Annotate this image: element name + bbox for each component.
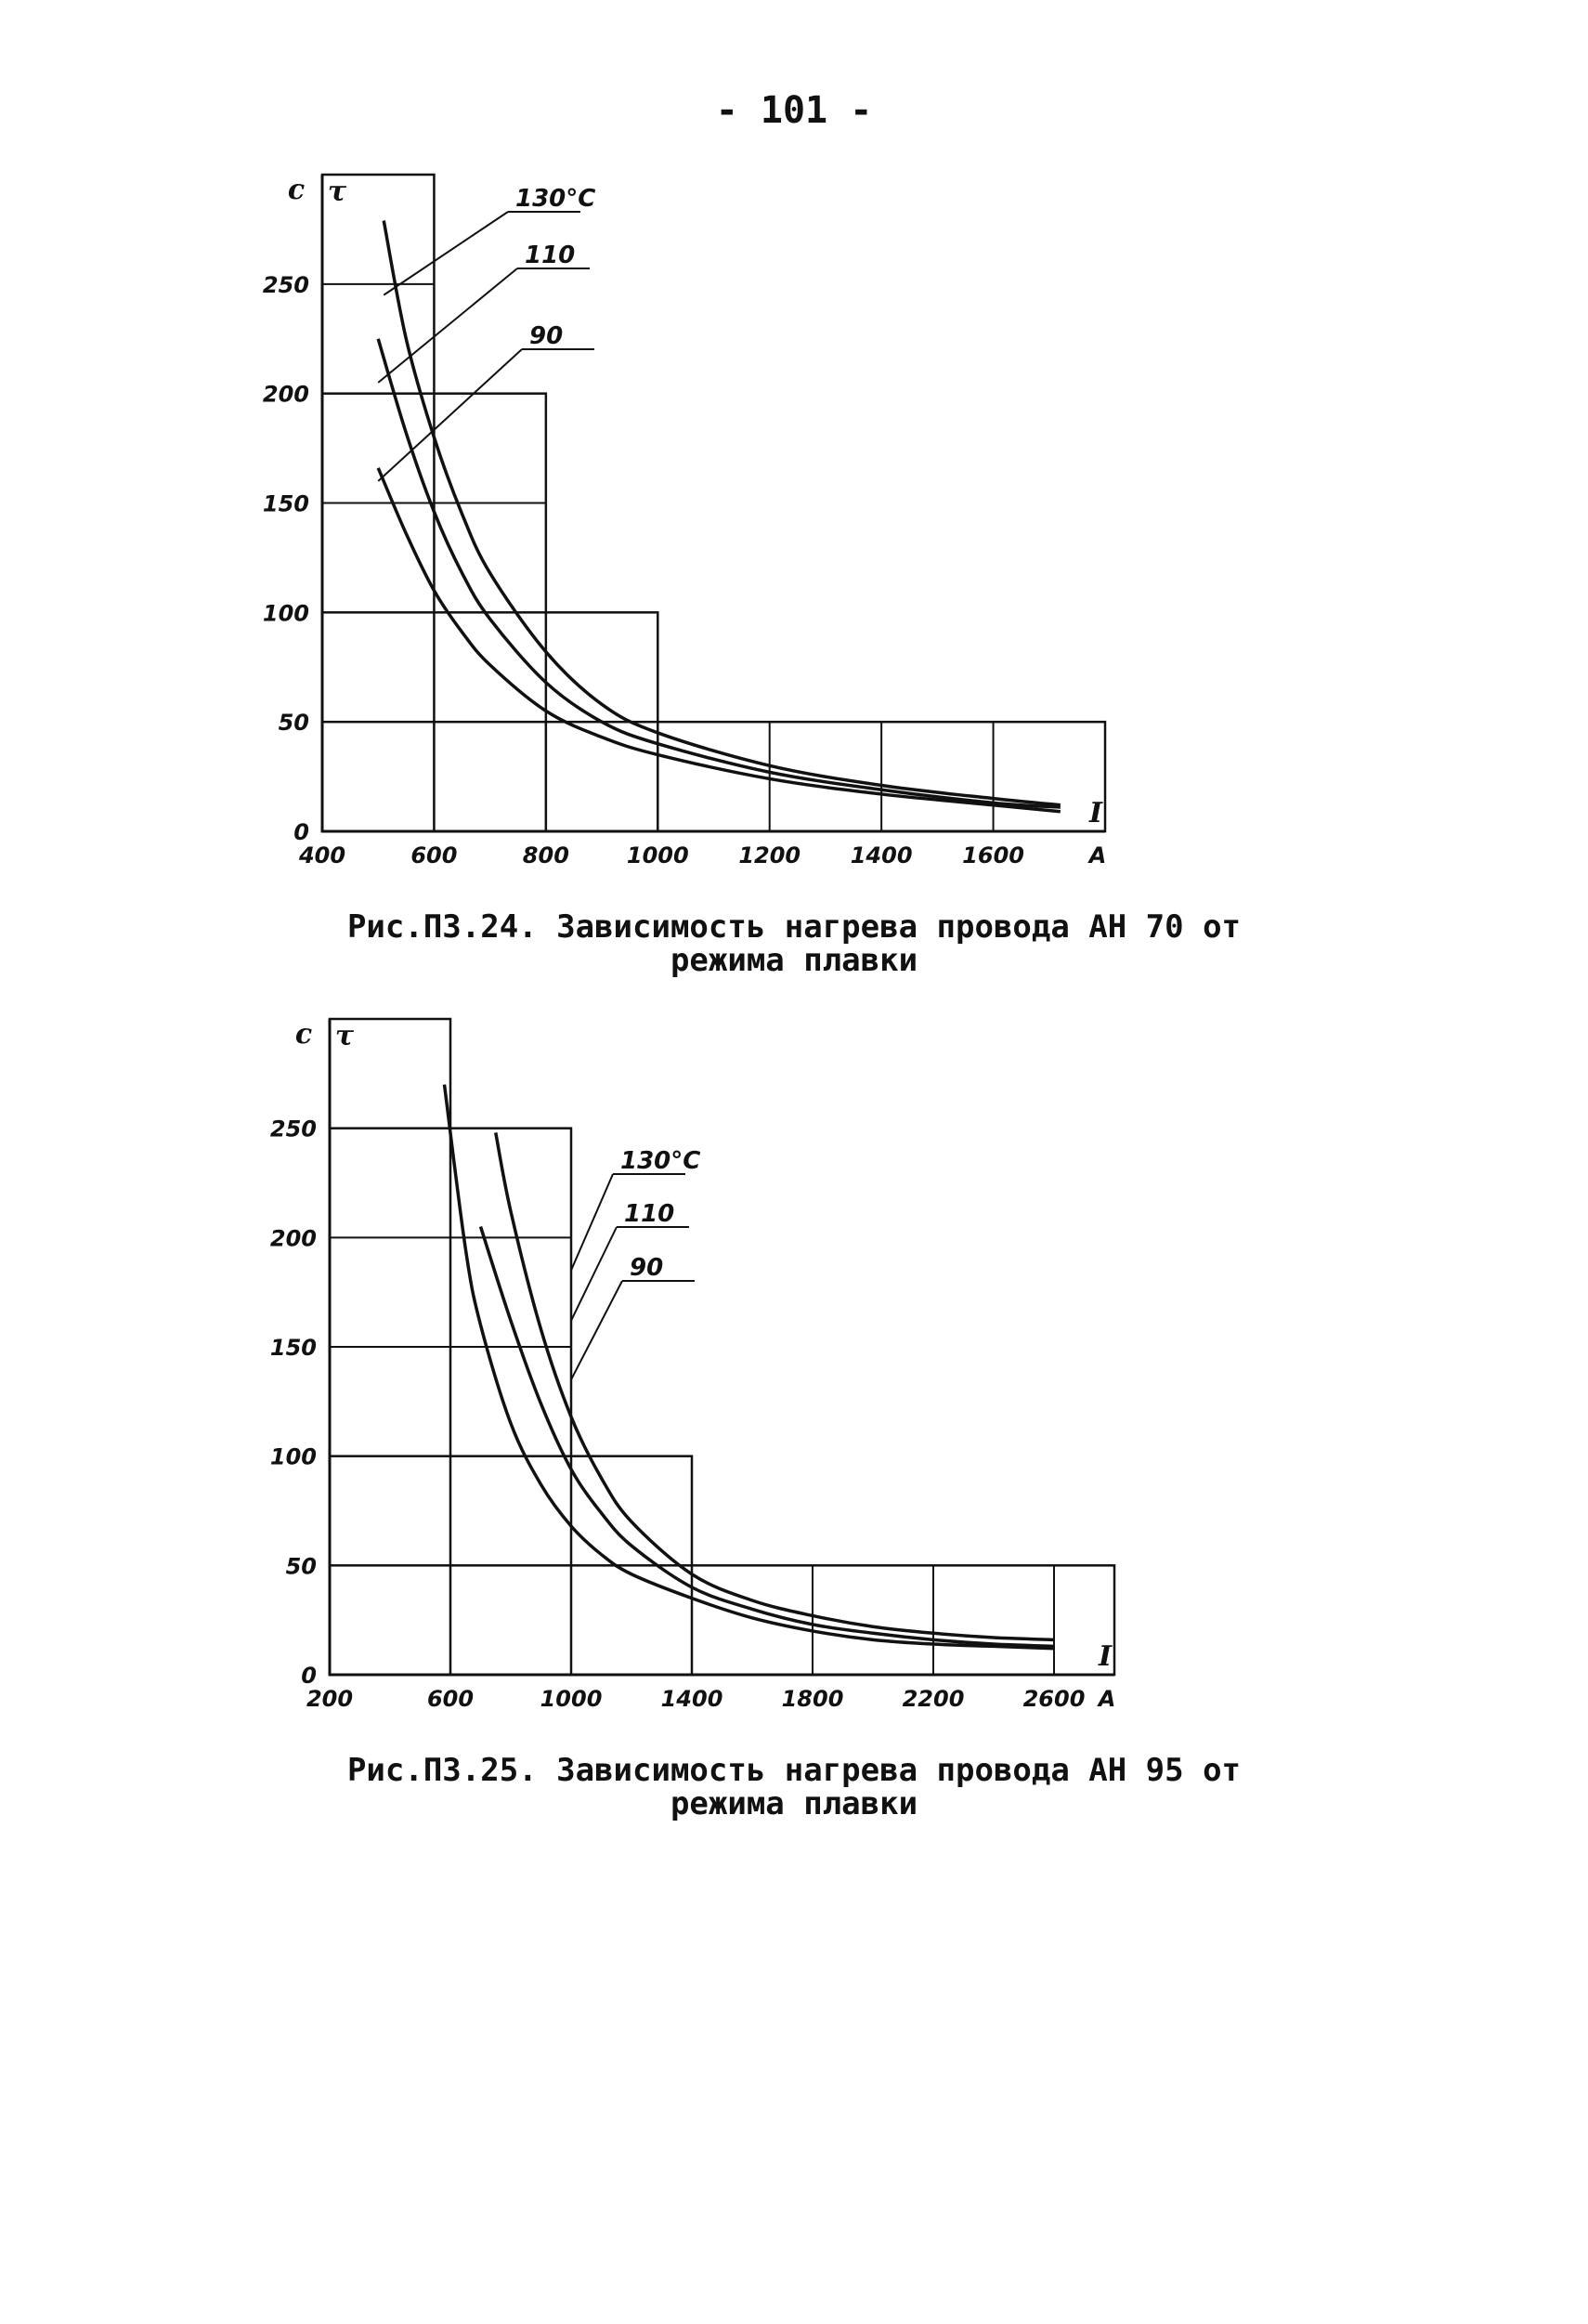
x-tick-label: 1400 xyxy=(851,842,913,868)
y-tick-label: 150 xyxy=(263,491,309,517)
x-tick-label: 600 xyxy=(410,842,457,868)
series-leader-line xyxy=(377,268,518,384)
y-tick-label: 100 xyxy=(263,600,309,626)
y-unit: с xyxy=(288,174,305,206)
y-tick-label: 50 xyxy=(279,710,309,736)
page-number: - 101 - xyxy=(715,89,873,132)
x-tick-label: 2600 xyxy=(1023,1686,1086,1712)
x-tick-label: 1200 xyxy=(738,842,801,868)
chart-2-group: 200 600 1000 1400 1800 2200 2600 0 50 100 150 200 25… xyxy=(270,1017,1116,1712)
caption-an95-line2: режима плавки xyxy=(670,1785,918,1822)
x-tick-label: 1400 xyxy=(661,1686,723,1712)
series-label: 130°С xyxy=(515,185,595,213)
y-unit: с xyxy=(295,1018,312,1051)
series-leader-line xyxy=(570,1173,614,1272)
x-tick-label: 800 xyxy=(523,842,569,868)
x-tick-label: 1000 xyxy=(540,1686,603,1712)
x-tick-label: 1600 xyxy=(962,842,1024,868)
chart-1-group: 400 600 800 1000 1200 1400 1600 0 50 100 150 200 250… xyxy=(263,173,1107,868)
caption-an70: Рис.П3.24. Зависимость нагрева провода А… xyxy=(0,910,1588,977)
chart-an95: 200 600 1000 1400 1800 2200 2600 0 50 100 150 200 25… xyxy=(270,1017,1116,1712)
x-tick-label: 200 xyxy=(306,1686,353,1712)
series-label: 90 xyxy=(529,322,563,350)
caption-an70-line1: Рис.П3.24. Зависимость нагрева провода А… xyxy=(346,908,1242,946)
series-label: 130°С xyxy=(620,1147,700,1175)
series-leader-line xyxy=(570,1226,618,1322)
grid-box xyxy=(328,1564,1116,1677)
series-curve xyxy=(376,338,1061,809)
caption-an95-line1: Рис.П3.25. Зависимость нагрева провода А… xyxy=(346,1752,1242,1789)
y-tick-label: 0 xyxy=(293,819,309,845)
y-tick-label: 50 xyxy=(286,1553,317,1579)
series-label: 110 xyxy=(624,1200,674,1228)
y-tick-label: 150 xyxy=(270,1335,317,1361)
y-tick-label: 250 xyxy=(263,272,309,298)
series-curve xyxy=(494,1132,1055,1642)
x-symbol: I xyxy=(1088,797,1103,829)
series-leader-line xyxy=(570,1280,623,1380)
caption-an70-line2: режима плавки xyxy=(670,942,918,979)
series-leader-line xyxy=(377,348,523,482)
series-label: 110 xyxy=(525,242,575,269)
x-symbol: I xyxy=(1098,1640,1113,1673)
series-curve xyxy=(376,467,1061,814)
series-label: 90 xyxy=(630,1254,663,1282)
x-tick-label: 1800 xyxy=(782,1686,844,1712)
series-leader-line xyxy=(383,211,509,296)
chart-an70: 400 600 800 1000 1200 1400 1600 0 50 100 150 200 250… xyxy=(263,173,1107,868)
x-tick-label: 600 xyxy=(427,1686,474,1712)
caption-an95: Рис.П3.25. Зависимость нагрева провода А… xyxy=(0,1754,1588,1821)
x-unit: А xyxy=(1087,842,1107,868)
y-tick-label: 0 xyxy=(301,1663,317,1689)
y-symbol: τ xyxy=(335,1020,355,1052)
y-tick-label: 200 xyxy=(263,382,309,408)
x-unit: А xyxy=(1097,1686,1116,1712)
y-symbol: τ xyxy=(328,176,347,208)
x-tick-label: 1000 xyxy=(627,842,689,868)
y-tick-label: 100 xyxy=(270,1444,317,1470)
x-tick-label: 400 xyxy=(298,842,345,868)
series-curve xyxy=(382,220,1061,807)
series-curve xyxy=(478,1226,1055,1649)
series-curve xyxy=(442,1084,1055,1651)
x-tick-label: 2200 xyxy=(903,1686,965,1712)
y-tick-label: 250 xyxy=(270,1116,317,1142)
y-tick-label: 200 xyxy=(270,1225,317,1251)
